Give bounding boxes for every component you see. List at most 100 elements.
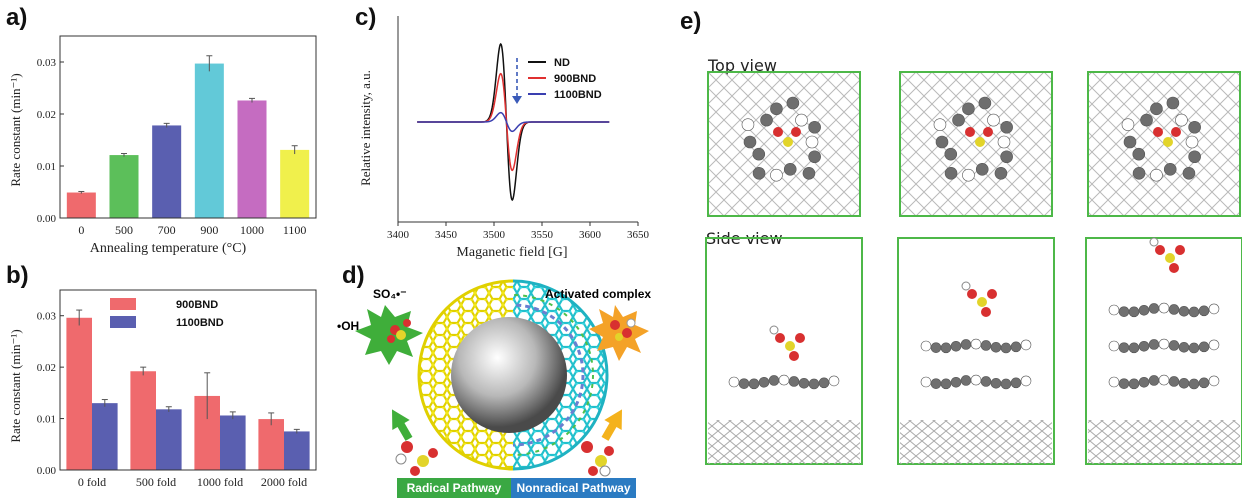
x-tick-label: 3400 <box>387 229 410 241</box>
bar-900BND-0 <box>66 317 92 470</box>
y-tick-label: 0.00 <box>37 213 57 225</box>
x-tick-label: 3600 <box>579 229 602 241</box>
y-tick-label: 0.02 <box>37 362 56 374</box>
substrate-slab <box>708 420 860 464</box>
x-tick-label: 0 <box>78 223 84 237</box>
graphene-layer <box>920 374 1032 390</box>
chart-a-annealing-temperature: 0 500 700 900 1000 1100 0.00 0.01 0.02 0.03 Annea… <box>8 35 317 256</box>
chart-b-fold-comparison: 0 fold 500 fold 1000 fold 2000 fold 0.00 0.01… <box>8 289 317 489</box>
persulfate-molecule <box>961 281 997 317</box>
graphene-layer <box>728 374 840 390</box>
chart-b-legend: 900BND 1100BND <box>110 298 224 329</box>
chart-c-xlabel: Maganetic field [G] <box>456 245 567 260</box>
activated-complex-label: Activated complex <box>545 287 652 301</box>
panel-d-label: d) <box>342 262 365 289</box>
dft-structure-art <box>705 71 1242 465</box>
top-view-frames <box>707 71 1241 217</box>
bar-700 <box>152 125 182 218</box>
series-1100BND <box>417 111 610 133</box>
legend-label: 900BND <box>554 73 596 85</box>
bar-900 <box>194 63 224 219</box>
bar-1100 <box>280 149 310 218</box>
radical-burst <box>355 305 423 365</box>
panel-d-pathway-illustration: SO₄•⁻ •OH Activated complex Radical Path… <box>335 275 670 498</box>
diamond-core <box>451 317 567 433</box>
graphene-layer <box>1108 338 1220 354</box>
x-tick-label: 500 <box>115 223 133 237</box>
bar-1100BND-2 <box>220 415 246 470</box>
radical-pathway-bar: Radical Pathway <box>397 478 511 498</box>
chart-a-axes: 0 500 700 900 1000 1100 0.00 0.01 0.02 0.03 <box>37 35 317 237</box>
legend-label: 1100BND <box>176 317 224 329</box>
radical-arrow <box>392 409 413 441</box>
pathway-illustration-art <box>355 279 649 477</box>
bar-500 <box>109 155 139 218</box>
graphene-layer <box>1108 302 1220 318</box>
legend-swatch <box>110 316 136 328</box>
x-tick-label: 3650 <box>627 229 650 241</box>
legend-label: ND <box>554 57 570 69</box>
hydroxyl-radical-label: •OH <box>337 319 360 333</box>
chart-c-legend: ND 900BND 1100BND <box>528 57 602 101</box>
chart-a-xlabel: Annealing temperature (°C) <box>90 241 247 256</box>
x-tick-label: 2000 fold <box>261 475 307 489</box>
x-tick-label: 500 fold <box>136 475 176 489</box>
x-tick-label: 1100 <box>283 223 307 237</box>
plot-frame <box>59 289 317 471</box>
x-tick-label: 3500 <box>483 229 506 241</box>
panel-a-label: a) <box>6 4 28 31</box>
side-view-frames <box>705 237 1242 465</box>
substrate-slab <box>900 420 1052 464</box>
y-tick-label: 0.03 <box>37 57 57 69</box>
x-tick-label: 3550 <box>531 229 554 241</box>
y-tick-label: 0.01 <box>37 161 56 173</box>
x-tick-label: 1000 fold <box>197 475 243 489</box>
x-tick-label: 3450 <box>435 229 458 241</box>
nonradical-arrow <box>601 409 622 441</box>
x-tick-label: 700 <box>158 223 176 237</box>
legend-label: 1100BND <box>554 89 602 101</box>
bar-900BND-3 <box>258 419 284 470</box>
chart-c-ylabel: Relative intensity, a.u. <box>358 70 373 186</box>
bar-1000 <box>237 100 267 218</box>
top-view-label: Top view <box>708 56 777 75</box>
plot-frame <box>59 35 317 219</box>
bar-900BND-1 <box>130 371 156 470</box>
graphene-layer <box>1108 374 1220 390</box>
substrate-slab <box>1088 420 1240 464</box>
x-tick-label: 900 <box>200 223 218 237</box>
panel-b-label: b) <box>6 262 29 289</box>
chart-b-ylabel: Rate constant (min⁻¹) <box>8 329 23 442</box>
legend-swatch <box>110 298 136 310</box>
chart-c-lines <box>417 42 610 202</box>
graphene-layer <box>920 338 1032 354</box>
chart-b-bars <box>66 309 310 470</box>
bar-0 <box>66 192 96 218</box>
panel-c-label: c) <box>355 4 377 31</box>
bar-1100BND-0 <box>92 403 118 470</box>
nonradical-pathway-bar: Nonradical Pathway <box>511 478 636 498</box>
legend-label: 900BND <box>176 299 218 311</box>
molecule-cluster <box>933 96 1013 182</box>
chart-a-ylabel: Rate constant (min⁻¹) <box>8 73 23 186</box>
y-tick-label: 0.03 <box>37 311 57 323</box>
decrease-arrow-head <box>512 96 522 104</box>
chart-c-axes: 3400 3450 3500 3550 3600 3650 <box>387 16 650 241</box>
y-tick-label: 0.01 <box>37 414 56 426</box>
y-tick-label: 0.00 <box>37 465 57 477</box>
chart-a-bars <box>66 55 310 219</box>
panel-e-label: e) <box>680 8 702 35</box>
x-tick-label: 1000 <box>240 223 264 237</box>
y-tick-label: 0.02 <box>37 109 56 121</box>
bar-1100BND-3 <box>284 431 310 470</box>
persulfate-molecule <box>769 325 805 361</box>
panel-e-dft-models: Top view Side view <box>700 56 1242 498</box>
chart-c-epr-spectrum: 3400 3450 3500 3550 3600 3650 ND 900BND 1100BND… <box>358 16 650 260</box>
x-tick-label: 0 fold <box>78 475 106 489</box>
molecule-cluster <box>741 96 821 182</box>
bar-1100BND-1 <box>156 409 182 470</box>
persulfate-molecule <box>1149 237 1185 273</box>
so4-radical-label: SO₄•⁻ <box>373 287 407 301</box>
chart-b-axes: 0 fold 500 fold 1000 fold 2000 fold 0.00 0.01… <box>37 289 317 489</box>
molecule-cluster <box>1121 96 1201 182</box>
